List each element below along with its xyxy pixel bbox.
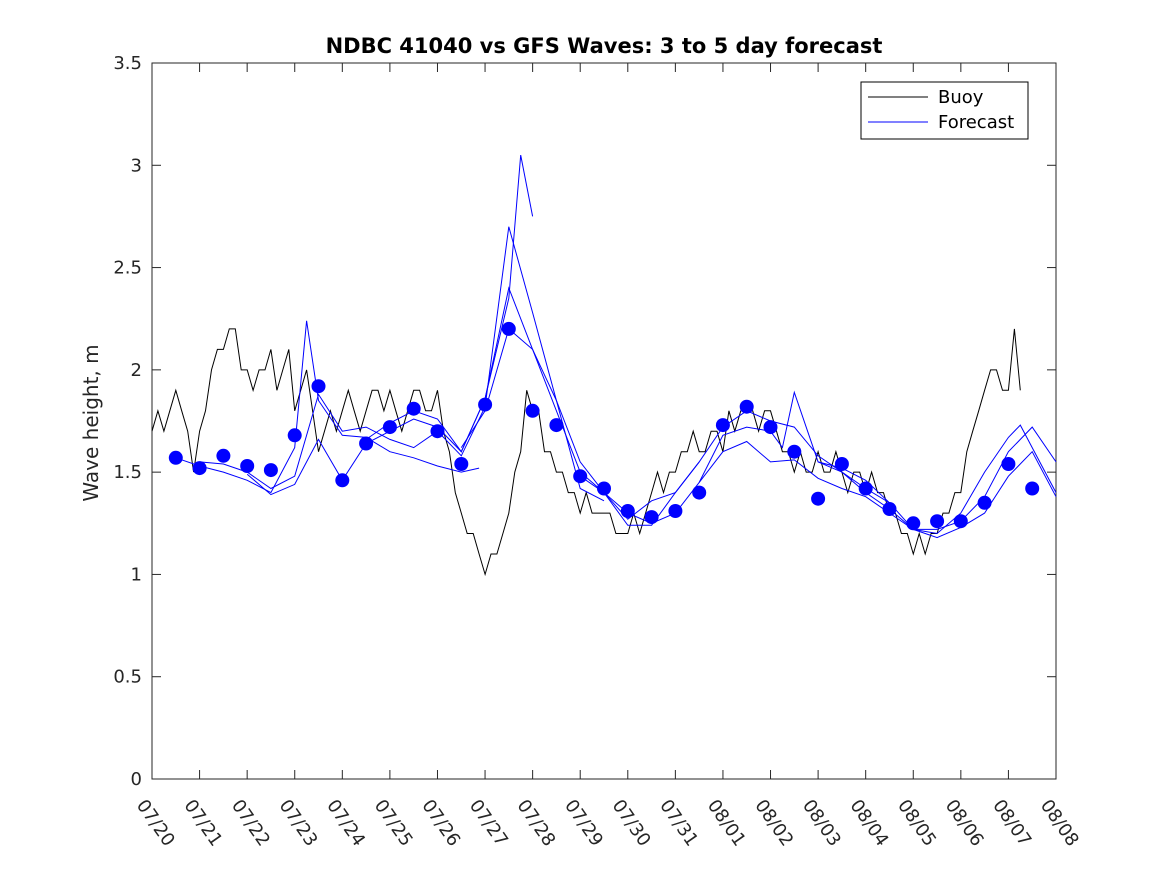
forecast-run-line <box>460 328 890 526</box>
forecast-point <box>597 481 611 496</box>
legend-buoy-label: Buoy <box>938 87 984 108</box>
forecast-point <box>1001 457 1016 471</box>
forecast-point <box>168 450 183 465</box>
forecast-point <box>882 502 897 516</box>
y-tick-label: 2.5 <box>113 258 142 279</box>
forecast-point <box>858 481 873 496</box>
forecast-point <box>953 514 968 529</box>
buoy-line <box>151 328 1021 577</box>
legend-forecast-label: Forecast <box>938 112 1014 133</box>
forecast-point <box>549 418 564 433</box>
forecast-point <box>787 444 802 459</box>
y-tick-label: 3.5 <box>113 53 142 74</box>
legend: Buoy Forecast <box>860 81 1029 140</box>
forecast-point <box>573 469 588 484</box>
forecast-point <box>216 448 231 463</box>
y-axis-label: Wave height, m <box>79 344 103 501</box>
forecast-point <box>382 420 397 435</box>
forecast-point <box>834 457 849 471</box>
chart-title: NDBC 41040 vs GFS Waves: 3 to 5 day fore… <box>326 34 883 58</box>
buoy-series <box>151 328 1021 577</box>
forecast-point <box>906 516 921 531</box>
forecast-run-line <box>579 426 1057 530</box>
forecast-point <box>406 401 421 416</box>
y-tick-label: 1.5 <box>113 462 142 483</box>
forecast-point <box>454 457 469 471</box>
forecast-point <box>359 436 374 451</box>
forecast-run-line <box>817 450 1057 539</box>
forecast-point <box>930 514 945 529</box>
axes-box <box>151 62 1057 780</box>
forecast-point <box>692 485 707 500</box>
forecast-point <box>263 463 278 478</box>
forecast-point <box>501 321 516 336</box>
forecast-point <box>763 420 778 435</box>
y-tick-label: 1 <box>131 564 142 585</box>
forecast-point <box>240 459 255 473</box>
forecast-point <box>977 495 992 510</box>
forecast-point <box>525 403 540 418</box>
forecast-point <box>311 379 326 394</box>
forecast-run-line <box>199 226 605 502</box>
forecast-point <box>715 418 730 433</box>
forecast-run-line <box>175 320 480 494</box>
forecast-point <box>192 461 207 476</box>
forecast-point <box>287 428 302 443</box>
y-tick-label: 0.5 <box>113 667 142 688</box>
forecast-point <box>478 397 493 412</box>
forecast-point <box>430 424 445 439</box>
y-tick-label: 3 <box>131 155 142 176</box>
forecast-run-line <box>365 155 534 453</box>
y-tick-label: 2 <box>131 360 142 381</box>
forecast-point <box>811 491 826 506</box>
y-axis-ticks: 0 0.5 1 1.5 2 2.5 3 3.5 <box>113 53 1056 790</box>
y-tick-label: 0 <box>131 769 142 790</box>
forecast-point <box>644 510 659 525</box>
legend-box <box>860 81 1029 140</box>
forecast-point <box>739 399 754 414</box>
forecast-point <box>668 504 683 518</box>
plot-area <box>151 62 1057 780</box>
forecast-point <box>620 504 635 518</box>
forecast-point <box>335 473 350 488</box>
forecast-point <box>1025 481 1040 496</box>
forecast-series <box>168 155 1057 539</box>
